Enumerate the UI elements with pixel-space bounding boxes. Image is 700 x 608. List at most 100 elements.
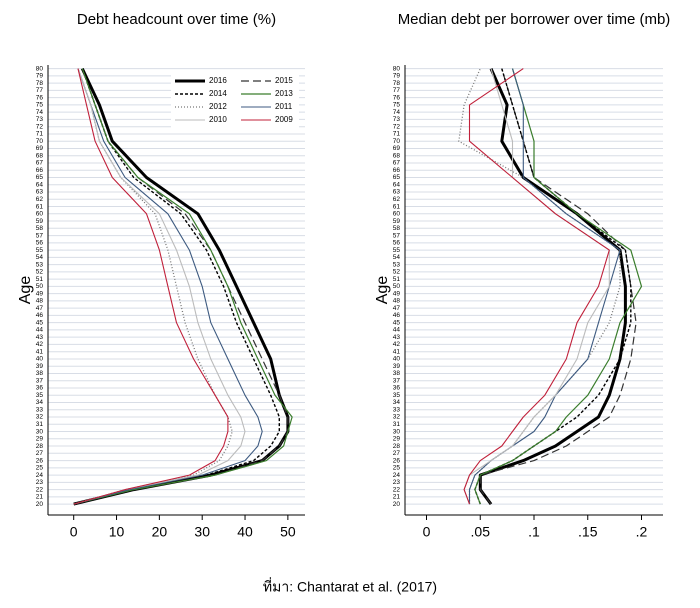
legend-label: 2011: [275, 102, 293, 111]
y-tick-label: 29: [393, 436, 401, 443]
y-tick-label: 44: [36, 327, 44, 334]
y-tick-label: 32: [393, 414, 401, 421]
x-tick-label: 20: [152, 524, 168, 540]
series-line: [474, 68, 632, 505]
y-tick-label: 21: [393, 494, 401, 501]
y-tick-label: 61: [393, 203, 401, 210]
y-tick-label: 31: [36, 421, 44, 428]
y-tick-label: 74: [36, 109, 44, 116]
y-tick-label: 37: [36, 377, 44, 384]
y-tick-label: 77: [393, 87, 401, 94]
y-tick-label: 73: [36, 116, 44, 123]
x-tick-label: 30: [194, 524, 210, 540]
y-tick-label: 58: [36, 225, 44, 232]
y-tick-label: 53: [393, 261, 401, 268]
y-tick-label: 28: [36, 443, 44, 450]
y-tick-label: 62: [393, 196, 401, 203]
series-line: [73, 68, 293, 505]
y-tick-label: 57: [393, 232, 401, 239]
y-tick-label: 29: [36, 436, 44, 443]
y-tick-label: 65: [393, 174, 401, 181]
y-tick-label: 72: [393, 123, 401, 130]
series-line: [463, 68, 610, 505]
y-tick-label: 70: [393, 138, 401, 145]
y-tick-label: 78: [393, 80, 401, 87]
y-tick-label: 69: [393, 145, 401, 152]
y-tick-label: 23: [393, 479, 401, 486]
series-line: [73, 68, 280, 505]
y-tick-label: 38: [393, 370, 401, 377]
y-tick-label: 44: [393, 327, 401, 334]
y-tick-label: 41: [36, 348, 44, 355]
y-tick-label: 70: [36, 138, 44, 145]
y-tick-label: 20: [393, 501, 401, 508]
y-tick-label: 55: [36, 247, 44, 254]
legend-label: 2013: [275, 89, 293, 98]
y-tick-label: 61: [36, 203, 44, 210]
y-tick-label: 79: [36, 73, 44, 80]
y-tick-label: 50: [36, 283, 44, 290]
y-tick-label: 42: [36, 341, 44, 348]
x-tick-label: .05: [471, 524, 491, 540]
y-tick-label: 60: [393, 211, 401, 218]
legend-label: 2016: [209, 76, 227, 85]
series-line: [474, 68, 643, 505]
y-tick-label: 34: [36, 399, 44, 406]
y-tick-label: 34: [393, 399, 401, 406]
y-axis-label: Age: [374, 276, 391, 305]
series-line: [73, 68, 229, 505]
y-tick-label: 33: [393, 406, 401, 413]
y-tick-label: 56: [36, 240, 44, 247]
y-tick-label: 40: [393, 356, 401, 363]
y-tick-label: 51: [36, 276, 44, 283]
x-tick-label: 0: [70, 524, 78, 540]
y-tick-label: 53: [36, 261, 44, 268]
y-tick-label: 27: [36, 450, 44, 457]
y-tick-label: 69: [36, 145, 44, 152]
y-tick-label: 54: [393, 254, 401, 261]
x-tick-label: 50: [280, 524, 296, 540]
y-tick-label: 28: [393, 443, 401, 450]
y-tick-label: 76: [393, 94, 401, 101]
y-tick-label: 36: [36, 385, 44, 392]
y-tick-label: 25: [393, 465, 401, 472]
x-tick-label: 0: [423, 524, 431, 540]
y-tick-label: 68: [393, 152, 401, 159]
y-tick-label: 59: [393, 218, 401, 225]
legend-label: 2012: [209, 102, 227, 111]
series-line: [73, 68, 263, 505]
series-line: [73, 68, 246, 505]
y-tick-label: 35: [393, 392, 401, 399]
y-tick-label: 45: [393, 319, 401, 326]
y-tick-label: 21: [36, 494, 44, 501]
x-tick-label: .2: [636, 524, 648, 540]
x-tick-label: .15: [578, 524, 598, 540]
y-tick-label: 67: [36, 160, 44, 167]
y-tick-label: 26: [393, 457, 401, 464]
y-tick-label: 50: [393, 283, 401, 290]
y-tick-label: 24: [36, 472, 44, 479]
y-tick-label: 30: [36, 428, 44, 435]
y-tick-label: 52: [393, 269, 401, 276]
y-tick-label: 43: [36, 334, 44, 341]
series-line: [468, 68, 621, 505]
y-tick-label: 63: [393, 189, 401, 196]
y-tick-label: 52: [36, 269, 44, 276]
y-tick-label: 36: [393, 385, 401, 392]
y-tick-label: 22: [36, 486, 44, 493]
legend-label: 2015: [275, 76, 293, 85]
y-tick-label: 25: [36, 465, 44, 472]
y-tick-label: 37: [393, 377, 401, 384]
x-tick-label: .1: [528, 524, 540, 540]
y-tick-label: 74: [393, 109, 401, 116]
y-tick-label: 68: [36, 152, 44, 159]
y-tick-label: 48: [36, 298, 44, 305]
y-tick-label: 30: [393, 428, 401, 435]
y-tick-label: 60: [36, 211, 44, 218]
y-tick-label: 75: [36, 102, 44, 109]
y-tick-label: 46: [393, 312, 401, 319]
y-tick-label: 24: [393, 472, 401, 479]
y-tick-label: 47: [393, 305, 401, 312]
y-tick-label: 63: [36, 189, 44, 196]
